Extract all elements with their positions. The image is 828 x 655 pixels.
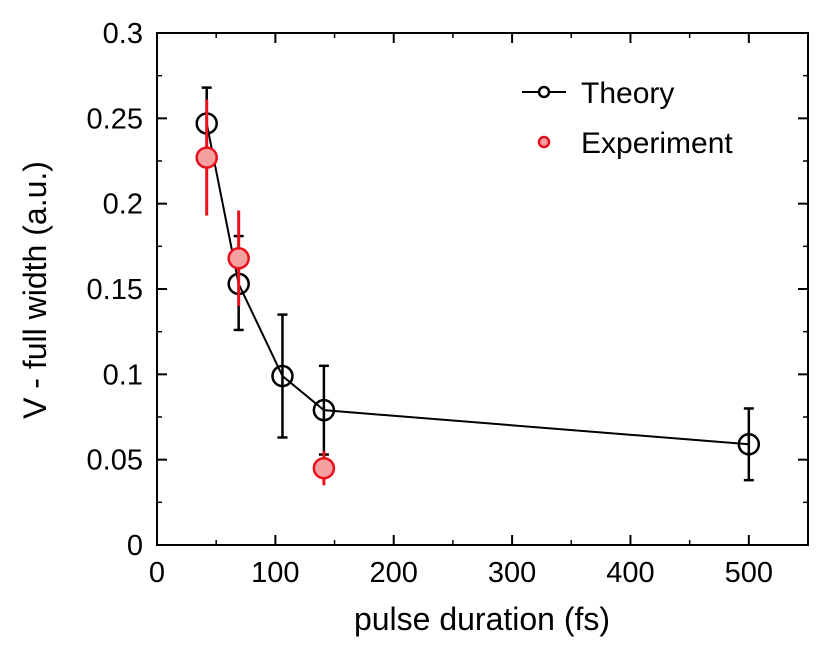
- plot-area: 0 100 200 300 400 500 0 0.05 0.1 0.15 0.2 0.25 0.3 Th…: [87, 18, 809, 589]
- x-tick-label: 400: [606, 557, 654, 589]
- x-tick-label: 500: [725, 557, 773, 589]
- y-tick-label: 0.3: [103, 18, 143, 50]
- legend-label-theory: Theory: [581, 77, 674, 110]
- legend: Theory Experiment: [522, 77, 733, 160]
- series-line: [205, 123, 749, 446]
- y-tick-label: 0.05: [87, 445, 143, 477]
- y-tick-label: 0.25: [87, 103, 143, 135]
- legend-marker-experiment: [537, 135, 551, 149]
- y-tick-label: 0.1: [103, 359, 143, 391]
- y-axis-label: V - full width (a.u.): [17, 161, 53, 419]
- data-point: [312, 456, 336, 480]
- x-tick-label: 0: [149, 557, 165, 589]
- x-tick-label: 100: [251, 557, 299, 589]
- data-point: [227, 247, 250, 270]
- data-point: [195, 146, 218, 169]
- x-axis-label: pulse duration (fs): [354, 601, 610, 637]
- x-tick-label: 200: [370, 557, 418, 589]
- plot-frame: [156, 32, 809, 546]
- series-experiment: [195, 99, 336, 486]
- legend-label-experiment: Experiment: [581, 127, 733, 160]
- data-point: [737, 433, 761, 456]
- y-tick-label: 0.15: [87, 274, 143, 306]
- y-tick-label: 0: [127, 530, 143, 562]
- data-point: [312, 398, 336, 422]
- data-point: [271, 364, 294, 388]
- y-tick-label: 0.2: [103, 189, 143, 221]
- x-tick-label: 300: [488, 557, 536, 589]
- legend-marker-theory: [537, 85, 551, 99]
